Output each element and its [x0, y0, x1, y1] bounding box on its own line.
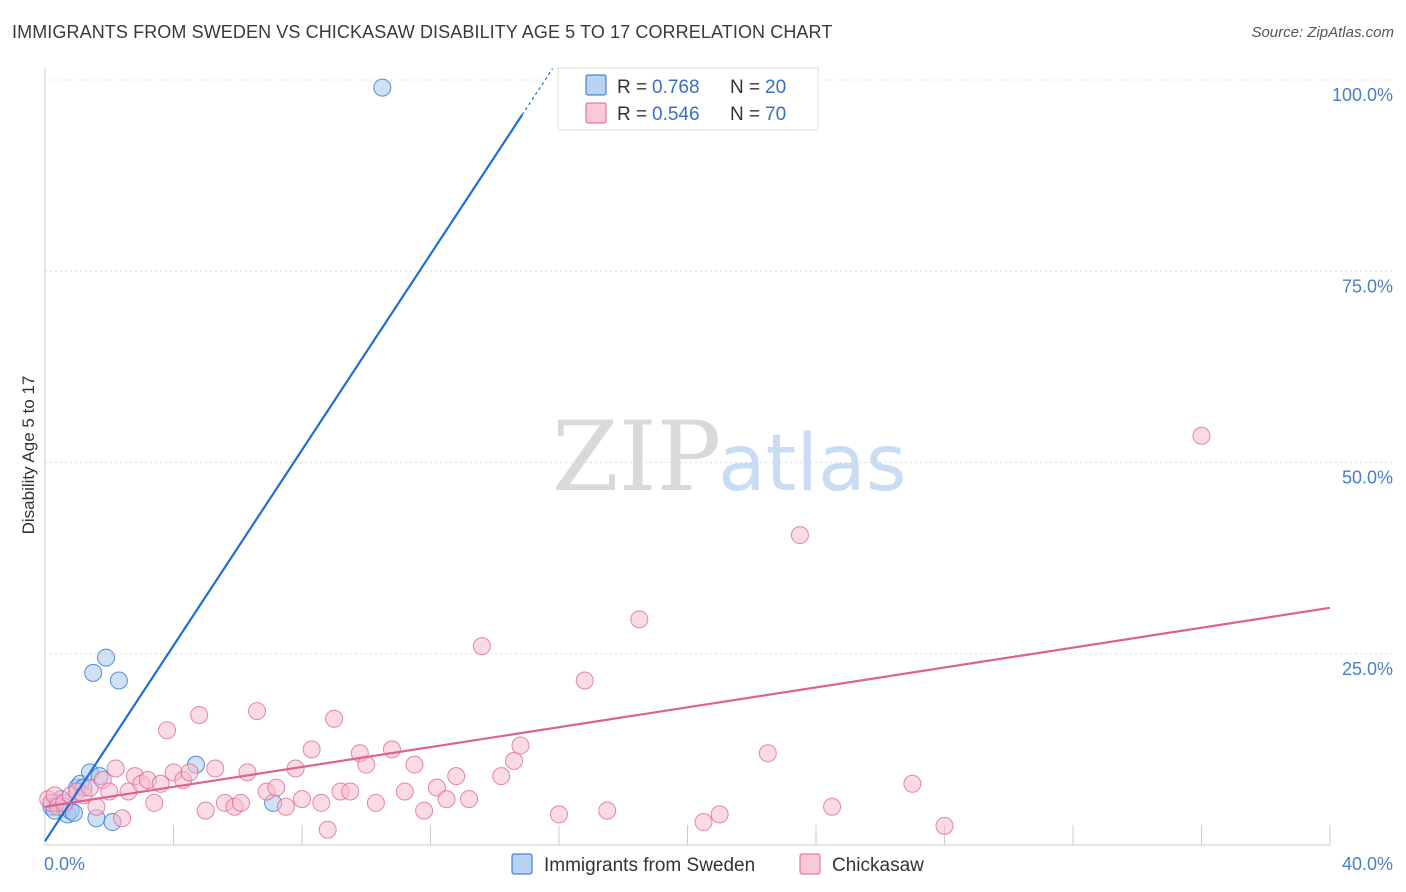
legend-n-value-0: 20 [765, 77, 786, 98]
point-1-69 [1192, 426, 1211, 445]
watermark: ZIP atlas [552, 401, 907, 513]
point-1-31 [248, 702, 267, 721]
point-1-59 [575, 671, 594, 690]
point-1-63 [710, 805, 729, 824]
legend-r-value-1: 0.546 [652, 104, 700, 125]
point-1-66 [823, 797, 842, 816]
point-1-38 [312, 793, 331, 812]
y-tick-label-3: 100.0% [1332, 85, 1393, 105]
axes [44, 68, 1331, 846]
point-1-62 [694, 813, 713, 832]
point-1-34 [276, 797, 295, 816]
point-1-65 [790, 526, 809, 545]
point-1-57 [511, 736, 530, 755]
y-axis-label: Disability Age 5 to 17 [19, 376, 38, 535]
point-1-20 [158, 721, 177, 740]
point-1-50 [427, 778, 446, 797]
point-0-17 [109, 671, 128, 690]
x-tick-label-1: 40.0% [1342, 854, 1393, 874]
point-1-67 [903, 774, 922, 793]
point-1-25 [196, 801, 215, 820]
watermark-atlas: atlas [718, 419, 907, 509]
point-1-24 [190, 705, 209, 724]
y-tick-label-1: 50.0% [1342, 468, 1393, 488]
chart-source: Source: ZipAtlas.com [1251, 24, 1394, 41]
point-1-55 [492, 767, 511, 786]
point-1-26 [206, 759, 225, 778]
legend-r-label-1: R = [617, 104, 647, 125]
point-1-33 [267, 778, 286, 797]
legend-swatch-sweden [585, 74, 607, 96]
point-1-68 [935, 816, 954, 835]
legend-n-label-1: N = [730, 104, 760, 125]
point-1-52 [447, 767, 466, 786]
trend-line-sweden-extension [521, 68, 554, 116]
bottom-legend: Immigrants from Sweden Chickasaw [511, 853, 924, 876]
point-1-12 [106, 759, 125, 778]
grid [45, 79, 1395, 655]
y-tick-label-0: 25.0% [1342, 659, 1393, 679]
legend-n-label-0: N = [730, 77, 760, 98]
point-1-58 [550, 805, 568, 824]
point-1-13 [113, 809, 132, 828]
point-1-18 [145, 793, 164, 812]
legend-r-value-0: 0.768 [652, 77, 700, 98]
point-1-40 [325, 709, 344, 728]
point-1-46 [382, 740, 401, 759]
trend-line-chickasaw [44, 606, 1331, 808]
point-1-42 [341, 782, 360, 801]
legend-r-label-0: R = [617, 77, 647, 98]
bottom-legend-label-chickasaw: Chickasaw [832, 855, 924, 876]
legend-n-value-1: 70 [765, 104, 786, 125]
point-1-54 [472, 637, 491, 656]
x-tick-label-0: 0.0% [44, 854, 85, 874]
point-1-39 [318, 820, 337, 839]
point-1-45 [366, 793, 385, 812]
point-1-48 [405, 755, 424, 774]
trend-line-sweden [44, 114, 524, 842]
point-1-60 [598, 801, 617, 820]
point-0-12 [84, 663, 103, 682]
point-1-29 [231, 793, 250, 812]
x-tick-labels: 0.0% 40.0% [44, 854, 1393, 874]
point-1-23 [180, 763, 199, 782]
y-tick-label-2: 75.0% [1342, 276, 1393, 296]
point-1-61 [630, 610, 649, 629]
watermark-zip: ZIP [552, 401, 721, 513]
point-1-36 [293, 790, 311, 809]
point-1-56 [505, 751, 524, 770]
bottom-legend-swatch-chickasaw [799, 853, 821, 875]
legend-swatch-chickasaw [585, 102, 607, 124]
point-1-53 [460, 790, 479, 809]
point-1-49 [415, 801, 434, 820]
chart-title: IMMIGRANTS FROM SWEDEN VS CHICKASAW DISA… [12, 22, 833, 42]
point-1-30 [238, 763, 257, 782]
bottom-legend-swatch-sweden [511, 853, 533, 875]
y-tick-labels: 25.0% 50.0% 75.0% 100.0% [1332, 85, 1393, 679]
point-0-15 [97, 648, 116, 667]
point-1-47 [395, 782, 414, 801]
trend-lines [44, 68, 1331, 842]
point-1-51 [437, 790, 456, 809]
point-1-37 [302, 740, 321, 759]
legend: R = 0.768 N = 20 R = 0.546 N = 70 [557, 67, 819, 131]
bottom-legend-label-sweden: Immigrants from Sweden [544, 855, 755, 876]
point-0-20 [373, 78, 392, 97]
point-1-64 [758, 744, 777, 763]
